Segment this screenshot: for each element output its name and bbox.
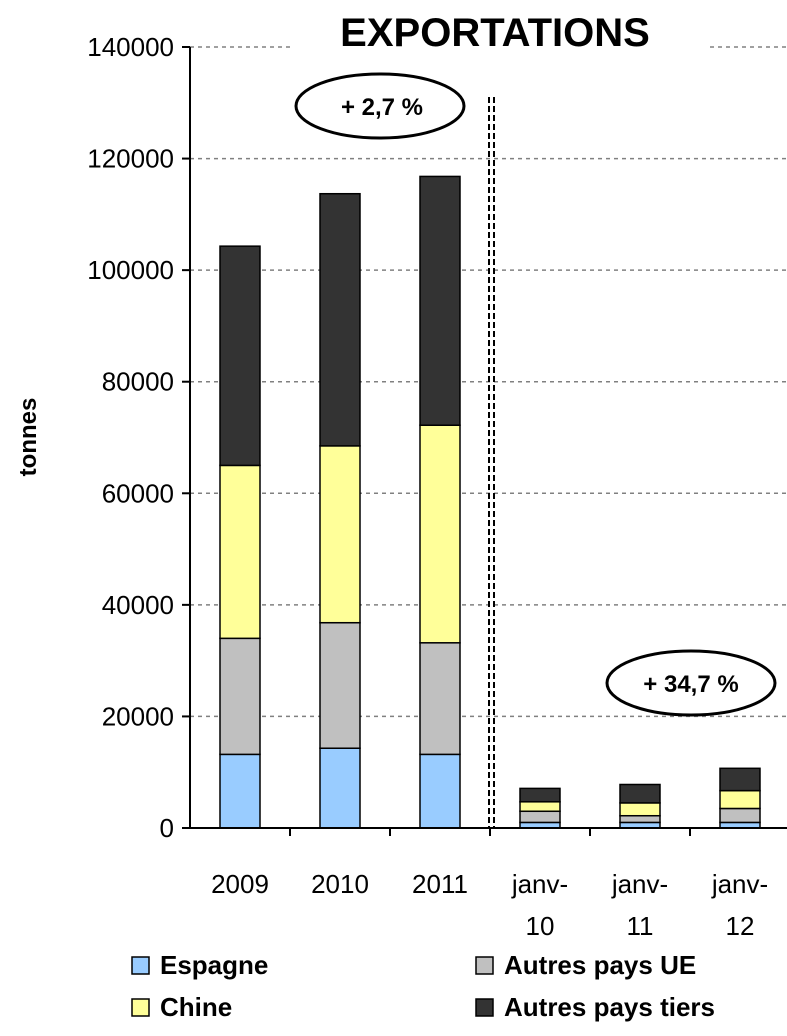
x-tick-label: 10 — [526, 911, 555, 941]
bar-segment — [319, 192, 361, 447]
bar-segment — [219, 245, 261, 467]
y-tick-label: 40000 — [102, 590, 174, 620]
bar-segment — [219, 753, 261, 829]
chart-title: EXPORTATIONS — [340, 11, 650, 55]
bar-segment — [419, 642, 461, 756]
y-tick-label: 120000 — [87, 144, 174, 174]
bar-segment — [419, 753, 461, 829]
y-tick-label: 80000 — [102, 367, 174, 397]
title-background — [290, 10, 708, 66]
annotation-text: + 2,7 % — [341, 94, 423, 121]
x-tick-label: janv- — [711, 869, 768, 899]
bar-segment — [719, 767, 761, 792]
bar-segment — [519, 787, 561, 803]
bar-segment — [419, 424, 461, 644]
y-tick-label: 60000 — [102, 478, 174, 508]
bar-segment — [219, 637, 261, 756]
bar-segment — [719, 807, 761, 824]
y-tick-label: 100000 — [87, 255, 174, 285]
axes — [182, 46, 787, 836]
annotation-ellipse — [605, 649, 777, 717]
bar-segment — [619, 783, 661, 804]
bar-segment — [219, 464, 261, 640]
bars — [219, 175, 761, 829]
y-axis-label: tonnes — [15, 398, 42, 477]
x-tick-label: 2009 — [211, 869, 269, 899]
x-tick-label: 2010 — [311, 869, 369, 899]
x-tick-label: 11 — [627, 911, 654, 941]
y-tick-label: 140000 — [87, 32, 174, 62]
annotation-2-7: + 2,7 % — [294, 72, 466, 140]
bar-segment — [519, 810, 561, 824]
bar-segment — [419, 175, 461, 426]
legend-swatch — [475, 956, 494, 975]
x-tick-label: 2011 — [412, 869, 468, 899]
legend-label: Chine — [160, 992, 232, 1022]
bar-segment — [619, 802, 661, 817]
x-tick-label: 12 — [726, 911, 755, 941]
bar-segment — [319, 747, 361, 829]
x-tick-label: janv- — [511, 869, 568, 899]
annotation-ellipse — [294, 72, 466, 140]
bar-segment — [319, 445, 361, 624]
legend: Espagne Autres pays UE Chine Autres pays ti… — [131, 950, 715, 1022]
legend-swatch — [131, 956, 150, 975]
bar-segment — [619, 814, 661, 824]
x-tick-label: janv- — [611, 869, 668, 899]
bar-segment — [319, 621, 361, 749]
bar-segment — [519, 801, 561, 813]
y-tick-labels: 0 20000 40000 60000 80000 100000 120000 140000 — [87, 32, 174, 843]
annotation-34-7: + 34,7 % — [605, 649, 777, 717]
y-tick-label: 20000 — [102, 701, 174, 731]
legend-label: Autres pays tiers — [504, 992, 715, 1022]
legend-swatch — [131, 998, 150, 1017]
legend-label: Autres pays UE — [504, 950, 696, 980]
bar-segment — [719, 789, 761, 810]
legend-swatch — [475, 998, 494, 1017]
legend-label: Espagne — [160, 950, 268, 980]
annotation-text: + 34,7 % — [643, 671, 738, 698]
x-tick-labels: 2009 2010 2011 janv- 10 janv- 11 janv- 12 — [211, 869, 768, 941]
y-tick-label: 0 — [160, 813, 174, 843]
